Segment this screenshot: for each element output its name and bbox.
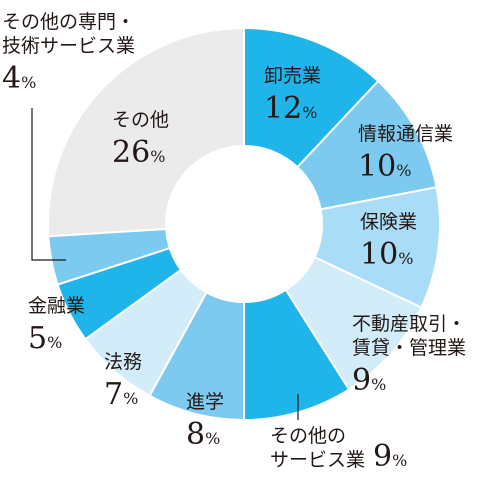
slice-unit: % — [392, 451, 407, 470]
slice-label-name: その他の — [270, 425, 346, 447]
slice-label-name: その他 — [112, 109, 169, 131]
slice-unit: % — [47, 333, 62, 352]
slice-unit: % — [150, 147, 165, 166]
slice-label: 卸売業 12% — [264, 65, 321, 126]
slice-label-name: 保険業 — [360, 211, 417, 233]
slice-unit: % — [205, 429, 220, 448]
slice-label-name: 卸売業 — [264, 65, 321, 87]
slice-label: その他の専門・技術サービス業 4% — [2, 11, 135, 96]
slice-label-name: 金融業 — [28, 295, 85, 317]
donut-slice — [243, 26, 380, 169]
slice-value: 9 — [373, 439, 392, 474]
slice-unit: % — [123, 389, 138, 408]
slice-unit: % — [302, 103, 317, 122]
slice-unit: % — [396, 161, 411, 180]
slice-value: 5% — [28, 321, 62, 356]
slice-unit: % — [21, 73, 36, 92]
slice-label-name: 進学 — [186, 391, 224, 413]
slice-label: 不動産取引・賃貸・管理業 9% — [352, 313, 466, 398]
leader-line — [31, 108, 66, 261]
slice-label: 法務7% — [104, 351, 142, 412]
slice-value: 9% — [352, 363, 386, 398]
slice-label-name: その他の専門・ — [2, 11, 135, 33]
slice-label-name: 情報通信業 — [358, 123, 453, 145]
slice-label: 保険業 10% — [360, 211, 417, 272]
slice-label-name: 不動産取引・ — [352, 313, 466, 335]
slice-label: 進学 8% — [186, 391, 224, 452]
donut-slice — [47, 26, 245, 238]
slice-label-name: 技術サービス業 — [2, 35, 135, 57]
slice-unit: % — [398, 249, 413, 268]
slice-value: 10% — [360, 237, 413, 272]
slice-value: 4% — [2, 61, 36, 96]
slice-label-name: 賃貸・管理業 — [352, 337, 466, 359]
slice-unit: % — [371, 375, 386, 394]
slice-label-name: 法務 — [104, 351, 142, 373]
slice-value: 12% — [264, 91, 317, 126]
slice-value: 8% — [186, 417, 220, 452]
